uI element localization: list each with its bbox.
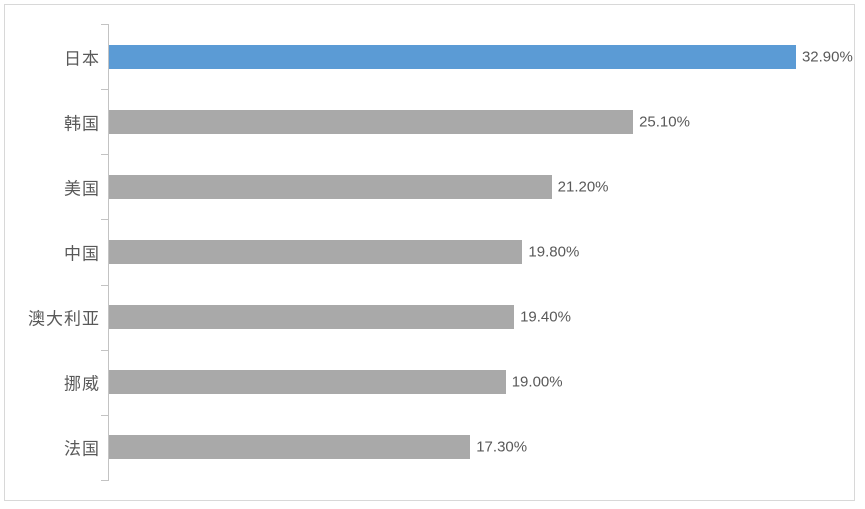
bar-row: 美国 21.20% (0, 154, 865, 219)
axis-tick (101, 219, 109, 221)
value-label: 19.80% (528, 243, 580, 261)
value-label: 17.30% (476, 438, 528, 456)
bar-row: 法国 17.30% (0, 415, 865, 480)
bar (109, 305, 515, 330)
bar-row: 中国 19.80% (0, 219, 865, 284)
category-label: 韩国 (64, 114, 100, 134)
category-label: 美国 (64, 179, 100, 199)
bar (109, 109, 634, 134)
category-label: 日本 (64, 49, 100, 69)
axis-tick (101, 414, 109, 416)
bar (109, 174, 552, 199)
axis-tick (101, 89, 109, 91)
bar-row: 澳大利亚 19.40% (0, 285, 865, 350)
bar-row: 韩国 25.10% (0, 89, 865, 154)
category-label: 中国 (64, 244, 100, 264)
bar (109, 44, 796, 69)
value-label: 19.00% (511, 373, 563, 391)
value-label: 25.10% (639, 113, 690, 131)
axis-tick (101, 24, 109, 25)
bar (109, 239, 523, 264)
axis-tick (101, 480, 109, 481)
category-label: 挪威 (64, 374, 100, 394)
bar (109, 370, 506, 395)
category-axis-line (108, 24, 109, 481)
category-label: 澳大利亚 (28, 309, 100, 329)
bar-row: 日本 32.90% (0, 24, 865, 89)
value-label: 32.90% (801, 48, 853, 66)
category-label: 法国 (64, 439, 100, 459)
value-label: 21.20% (557, 178, 609, 196)
value-label: 19.40% (520, 308, 571, 326)
axis-tick (101, 154, 109, 156)
axis-tick (101, 284, 109, 286)
axis-tick (101, 349, 109, 351)
bar (109, 435, 471, 460)
bar-row: 挪威 19.00% (0, 350, 865, 415)
